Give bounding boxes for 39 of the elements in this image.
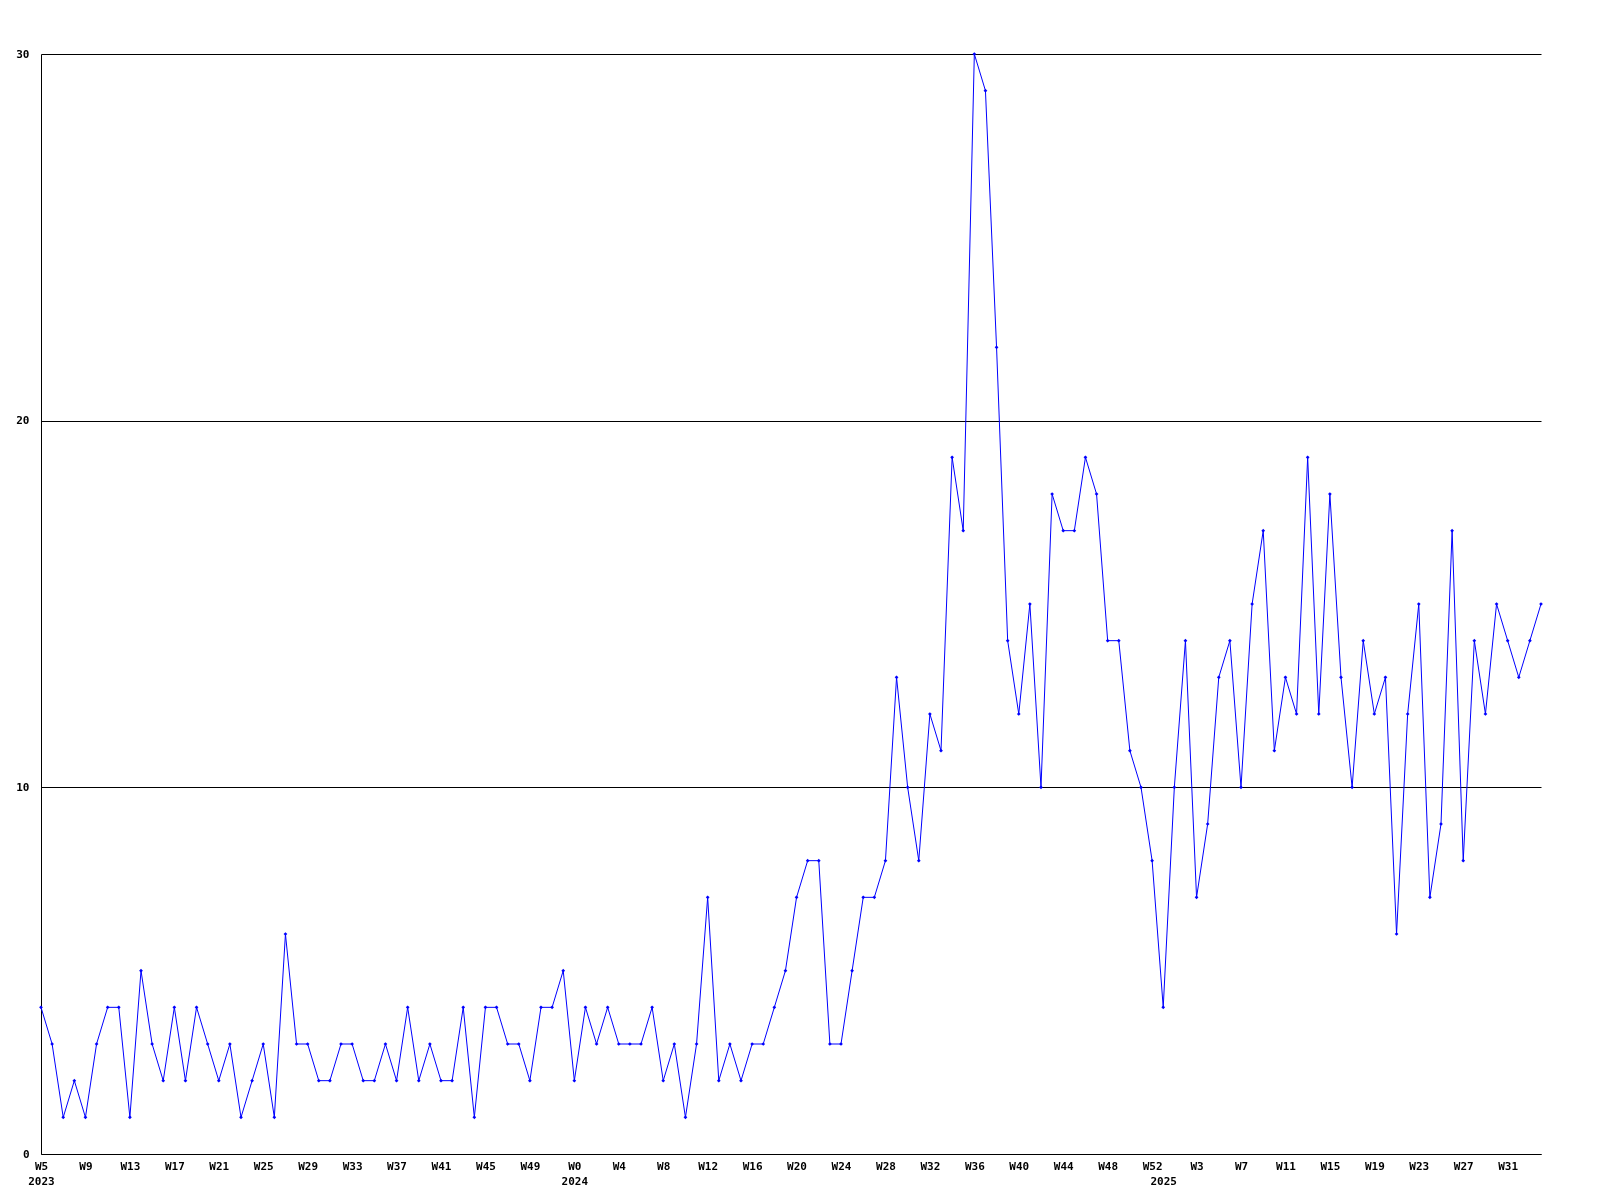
x-tick-label: W29 [298, 1159, 319, 1173]
x-tick-label: W4 [612, 1159, 627, 1173]
y-tick-label: 10 [16, 780, 30, 794]
x-tick-label: W15 [1320, 1159, 1341, 1173]
x-tick-label: 2025 [1150, 1174, 1177, 1188]
x-tick-label: W9 [79, 1159, 93, 1173]
x-tick-label: W5 2023 [28, 1159, 55, 1188]
x-tick-label: W36 [964, 1159, 986, 1173]
x-tick-label: W12 [698, 1159, 719, 1173]
x-tick-label: W32 [920, 1159, 941, 1173]
x-tick-label: W25 [253, 1159, 274, 1173]
x-tick-label: W7 [1234, 1159, 1249, 1173]
x-tick-label: W19 [1364, 1159, 1385, 1173]
x-tick-label: W27 [1453, 1159, 1474, 1173]
x-tick-label: W23 [1409, 1159, 1430, 1173]
x-tick-label: W8 [657, 1159, 671, 1173]
x-tick-label: W13 [120, 1159, 141, 1173]
y-tick-label: 0 [22, 1147, 30, 1161]
x-tick-label: W24 [831, 1159, 852, 1173]
x-tick-label: W17 [164, 1159, 185, 1173]
x-tick-label: W49 [520, 1159, 541, 1173]
x-tick-label: W11 [1276, 1159, 1297, 1173]
x-tick-label: W45 [476, 1159, 496, 1173]
x-tick-label: W52 [1142, 1159, 1163, 1173]
x-tick-label: W28 [876, 1159, 896, 1173]
y-tick-label: 30 [16, 47, 30, 61]
x-tick-label: W37 [387, 1159, 407, 1173]
x-tick-label: W48 [1098, 1159, 1119, 1173]
x-tick-label: W3 [1190, 1159, 1204, 1173]
x-tick-label: W40 [1009, 1159, 1030, 1173]
x-tick-label: W0 2024 [561, 1159, 589, 1188]
x-tick-label: W16 [742, 1159, 763, 1173]
x-tick-label: W41 [431, 1159, 452, 1173]
x-tick-label: W31 [1498, 1159, 1519, 1173]
x-tick-label: W20 [787, 1159, 807, 1173]
x-tick-label: W33 [342, 1159, 363, 1173]
y-tick-label: 20 [16, 414, 30, 428]
x-tick-label: W21 [209, 1159, 230, 1173]
x-tick-label: W44 [1053, 1159, 1075, 1173]
